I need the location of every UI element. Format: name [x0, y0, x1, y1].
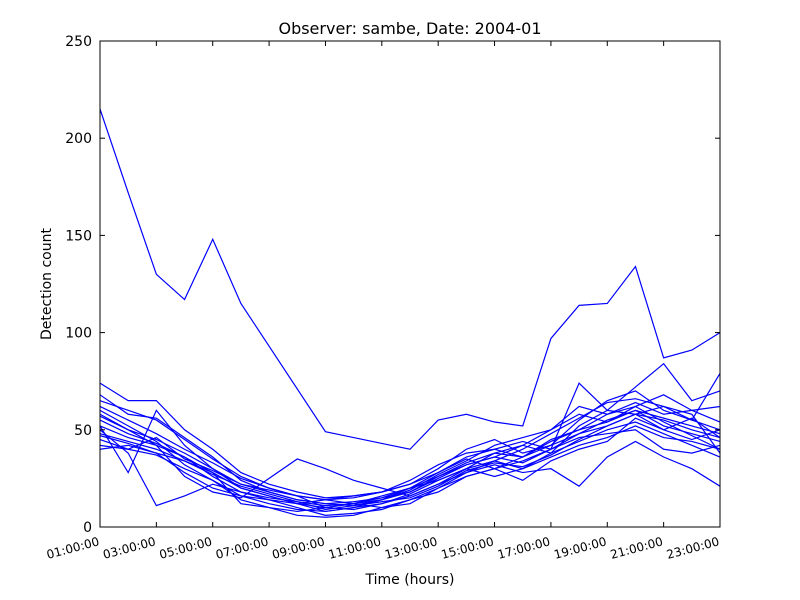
chart-title: Observer: sambe, Date: 2004-01 — [278, 19, 541, 38]
y-tick-label: 0 — [83, 520, 92, 536]
series-line — [99, 394, 721, 507]
x-axis-label: Time (hours) — [365, 572, 455, 588]
y-tick-label: 50 — [74, 423, 92, 439]
y-tick-label: 100 — [65, 326, 92, 342]
series-line — [99, 108, 721, 450]
series-line — [99, 413, 721, 511]
series-line — [99, 413, 721, 499]
series-line — [99, 394, 721, 509]
series-line — [99, 417, 721, 518]
y-axis-label: Detection count — [39, 228, 55, 340]
plot-frame — [99, 40, 721, 528]
y-tick-label: 150 — [65, 228, 92, 244]
series-line — [99, 421, 721, 513]
series-line — [99, 362, 721, 509]
y-tick-label: 250 — [65, 34, 92, 50]
series-line — [99, 429, 721, 505]
y-tick-label: 200 — [65, 131, 92, 147]
